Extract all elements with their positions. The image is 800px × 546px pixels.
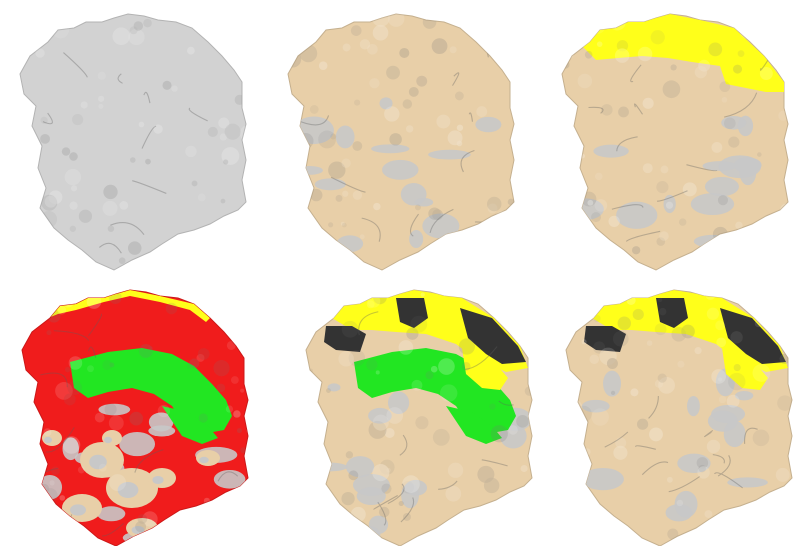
region-top-arc-1 [722,348,768,390]
region-ring-1 [162,406,218,444]
mesh-panel-tan-green-yellow-black [305,289,533,546]
ridge-lines [604,396,758,493]
region-blocks-1 [656,298,688,328]
region-blocks-1 [396,298,428,328]
region-ring-0 [70,348,232,434]
region-top-right-0 [582,14,784,92]
region-top-arc-0 [592,290,788,372]
mesh-panel-tan-yellow [561,13,789,271]
ridge-lines [37,313,239,537]
surface-texture [20,14,246,269]
exposed-gray-patches [581,368,768,535]
ridge-lines [358,311,514,526]
mesh-panel-gray-mesh [19,13,247,271]
region-top-arc-1 [462,348,508,390]
exposed-gray-patches [294,97,502,253]
region-ring-1 [446,406,502,444]
mesh-panel-tan-mesh [287,13,515,271]
surface-texture [308,290,532,546]
mesh-panel-red-green [21,289,249,546]
mesh-surface [19,13,247,271]
region-blocks-2 [460,308,526,364]
ridge-lines [588,56,771,242]
region-rim-0 [48,290,210,322]
region-blocks-2 [720,308,786,364]
region-blocks-0 [324,326,366,352]
region-top-arc-0 [332,290,528,372]
region-blocks-0 [584,326,626,352]
tan-holes [42,430,220,538]
mesh-surface [287,13,515,271]
mesh-panel-tan-yellow-black [565,289,793,546]
